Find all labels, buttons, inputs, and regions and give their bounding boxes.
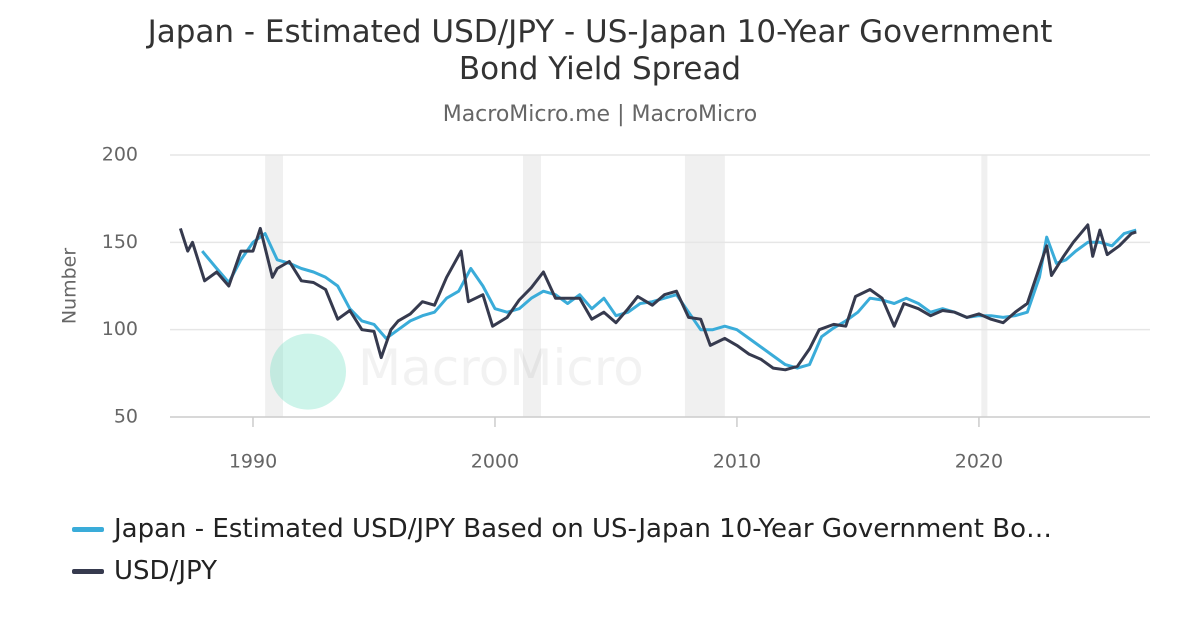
- recession-band: [684, 155, 725, 417]
- y-tick-label: 50: [114, 406, 138, 428]
- series-line: [201, 228, 1137, 370]
- x-tick-label: 2010: [713, 451, 761, 473]
- y-tick-label: 200: [102, 144, 138, 166]
- chart-subtitle: MacroMicro.me | MacroMicro: [442, 102, 758, 127]
- recession-band: [265, 155, 284, 417]
- chart-title: Japan - Estimated USD/JPY - US-Japan 10-…: [147, 14, 1053, 87]
- watermark: MacroMicro: [358, 339, 644, 397]
- legend-item[interactable]: USD/JPY: [72, 550, 1052, 592]
- legend-item[interactable]: Japan - Estimated USD/JPY Based on US-Ja…: [72, 508, 1052, 550]
- legend-label: USD/JPY: [114, 556, 217, 586]
- watermark-logo: [269, 333, 346, 410]
- y-axis-label: Number: [59, 248, 81, 325]
- x-tick-label: 1990: [229, 451, 277, 473]
- recession-band: [981, 155, 988, 417]
- legend-label: Japan - Estimated USD/JPY Based on US-Ja…: [114, 514, 1052, 544]
- legend: Japan - Estimated USD/JPY Based on US-Ja…: [72, 508, 1052, 592]
- x-tick-label: 2000: [471, 451, 519, 473]
- legend-swatch: [72, 568, 104, 574]
- legend-swatch: [72, 526, 104, 532]
- y-tick-label: 100: [102, 318, 138, 340]
- y-tick-label: 150: [102, 231, 138, 253]
- series-line: [178, 223, 1137, 372]
- x-tick-label: 2020: [955, 451, 1003, 473]
